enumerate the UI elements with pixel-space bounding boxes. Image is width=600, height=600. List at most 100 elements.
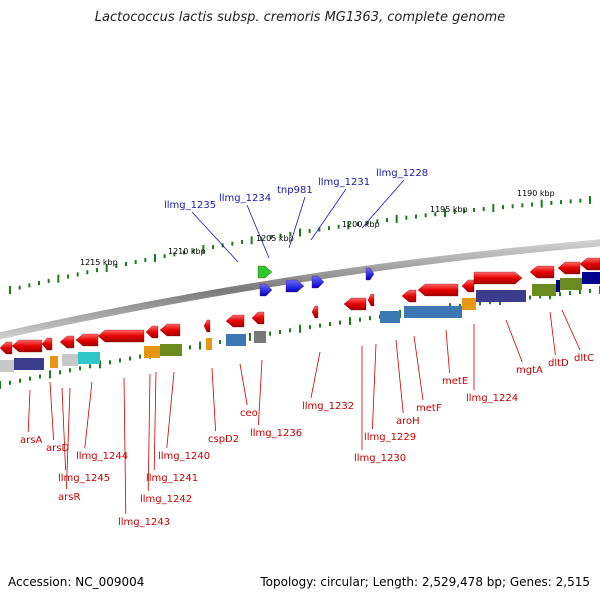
gene-arrow bbox=[557, 261, 581, 275]
gene-label-bottom: dltC bbox=[574, 353, 594, 364]
inner-tick bbox=[299, 324, 301, 333]
leader-line-bottom bbox=[413, 335, 424, 401]
inner-tick bbox=[489, 300, 491, 305]
accession-text: Accession: NC_009004 bbox=[8, 575, 145, 589]
leader-line-top bbox=[361, 179, 405, 229]
inner-tick bbox=[539, 294, 541, 299]
gene-domain bbox=[160, 344, 182, 356]
inner-tick bbox=[269, 331, 271, 336]
gene-label-bottom: mgtA bbox=[516, 365, 543, 376]
outer-tick bbox=[163, 254, 166, 259]
gene-arrow bbox=[529, 265, 555, 279]
inner-tick bbox=[119, 358, 121, 363]
inner-tick bbox=[79, 366, 81, 371]
leader-line-bottom bbox=[153, 371, 157, 471]
outer-tick bbox=[366, 220, 369, 225]
inner-tick bbox=[89, 364, 91, 369]
scale-label: 1190 kbp bbox=[517, 189, 555, 198]
inner-tick bbox=[129, 356, 131, 361]
inner-tick bbox=[49, 370, 51, 379]
outer-tick bbox=[434, 212, 437, 217]
backbone-arc bbox=[0, 239, 600, 340]
outer-tick bbox=[76, 272, 79, 277]
outer-tick bbox=[589, 196, 591, 204]
inner-tick bbox=[39, 374, 41, 379]
outer-tick bbox=[376, 219, 379, 224]
gene-label-bottom: aroH bbox=[396, 416, 420, 427]
gene-label-top: llmg_1231 bbox=[318, 177, 370, 188]
outer-tick bbox=[405, 215, 408, 220]
outer-tick bbox=[560, 200, 562, 205]
leader-line-top bbox=[246, 204, 270, 259]
inner-tick bbox=[109, 360, 111, 365]
gene-arrow bbox=[417, 283, 459, 297]
outer-tick bbox=[569, 199, 572, 204]
gene-label-top: llmg_1228 bbox=[376, 168, 428, 179]
inner-tick bbox=[479, 301, 481, 306]
inner-tick bbox=[309, 325, 311, 330]
inner-tick bbox=[559, 292, 561, 297]
inner-tick bbox=[589, 289, 591, 294]
leader-line-bottom bbox=[395, 339, 404, 414]
gene-domain bbox=[560, 278, 582, 290]
outer-tick bbox=[57, 274, 60, 283]
outer-tick bbox=[482, 207, 485, 212]
gene-label-bottom: llmg_1241 bbox=[146, 473, 198, 484]
gene-domain bbox=[254, 331, 266, 343]
gene-arrow bbox=[41, 337, 53, 351]
gene-arrow bbox=[225, 314, 245, 328]
inner-tick bbox=[329, 322, 331, 327]
gene-domain bbox=[380, 311, 400, 323]
gene-domain bbox=[62, 354, 78, 366]
scale-label: 1210 kbp bbox=[168, 247, 206, 256]
outer-tick bbox=[550, 200, 553, 205]
outer-tick bbox=[125, 262, 127, 266]
inner-tick bbox=[359, 317, 361, 322]
outer-tick bbox=[134, 260, 137, 265]
outer-tick bbox=[492, 204, 495, 213]
gene-label-bottom: llmg_1224 bbox=[466, 393, 518, 404]
inner-tick bbox=[189, 345, 191, 350]
leader-line-top bbox=[310, 188, 347, 241]
gene-arrow bbox=[0, 341, 13, 355]
outer-tick bbox=[250, 236, 253, 245]
outer-tick bbox=[202, 244, 205, 253]
leader-line-bottom bbox=[445, 329, 450, 374]
gene-domain bbox=[50, 356, 58, 368]
genome-backbone bbox=[0, 239, 600, 340]
gene-arrow bbox=[145, 325, 159, 339]
inner-tick bbox=[459, 303, 461, 308]
gene-arrow bbox=[311, 305, 319, 319]
mobile-element bbox=[311, 275, 325, 289]
outer-tick bbox=[473, 208, 475, 212]
inner-tick bbox=[19, 378, 21, 383]
inner-tick bbox=[69, 368, 71, 373]
outer-tick bbox=[241, 240, 243, 244]
outer-tick bbox=[270, 235, 272, 240]
scale-label: 1195 kbp bbox=[430, 205, 468, 214]
outer-tick bbox=[67, 274, 69, 279]
gene-label-bottom: llmg_1243 bbox=[118, 517, 170, 528]
outer-tick bbox=[337, 224, 340, 229]
inner-tick bbox=[339, 320, 341, 325]
outer-tick bbox=[453, 210, 456, 215]
gene-domain bbox=[476, 290, 526, 302]
inner-tick bbox=[569, 291, 571, 296]
gene-arrow bbox=[159, 323, 181, 337]
mobile-element bbox=[257, 265, 273, 279]
outer-tick bbox=[540, 199, 543, 208]
outer-tick bbox=[144, 258, 147, 263]
gene-label-top: llmg_1234 bbox=[219, 193, 271, 204]
outer-tick bbox=[328, 226, 330, 231]
gene-label-bottom: metF bbox=[416, 403, 442, 414]
gene-label-bottom: llmg_1240 bbox=[158, 451, 210, 462]
outer-tick bbox=[463, 209, 466, 214]
inner-tick bbox=[369, 316, 371, 321]
outer-tick bbox=[86, 270, 89, 275]
gene-domain bbox=[14, 358, 44, 370]
outer-tick bbox=[96, 268, 98, 273]
outer-tick bbox=[415, 214, 417, 219]
leader-line-top bbox=[288, 196, 306, 249]
mobile-element bbox=[285, 279, 305, 293]
